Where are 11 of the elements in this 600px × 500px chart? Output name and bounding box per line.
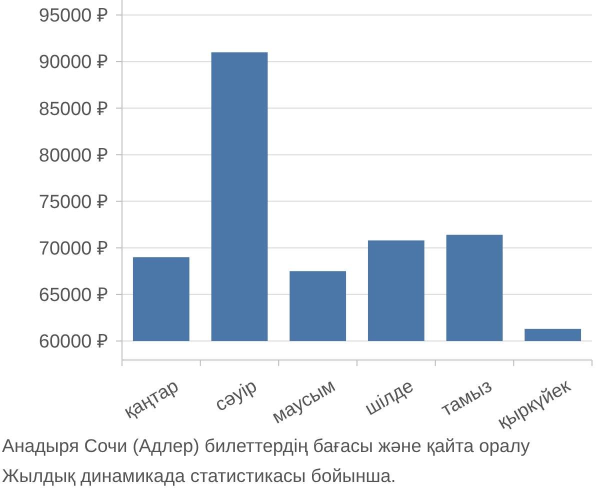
y-tick-label: 80000 ₽: [38, 145, 108, 166]
y-tick-label: 85000 ₽: [38, 98, 108, 120]
y-tick-label: 70000 ₽: [38, 238, 108, 260]
y-tick-label: 90000 ₽: [38, 52, 108, 74]
y-tick-label: 95000 ₽: [38, 6, 108, 27]
y-tick-label: 60000 ₽: [38, 332, 108, 353]
y-tick-label: 75000 ₽: [38, 192, 108, 213]
text: Жылдық динамикада статистикасы бойынша.: [2, 465, 396, 486]
x-tick-label: сәуір: [212, 376, 261, 416]
text: Анадыря Сочи (Адлер) билеттердің бағасы және қайта оралу: [2, 435, 531, 456]
y-tick-label: 65000 ₽: [38, 285, 108, 306]
